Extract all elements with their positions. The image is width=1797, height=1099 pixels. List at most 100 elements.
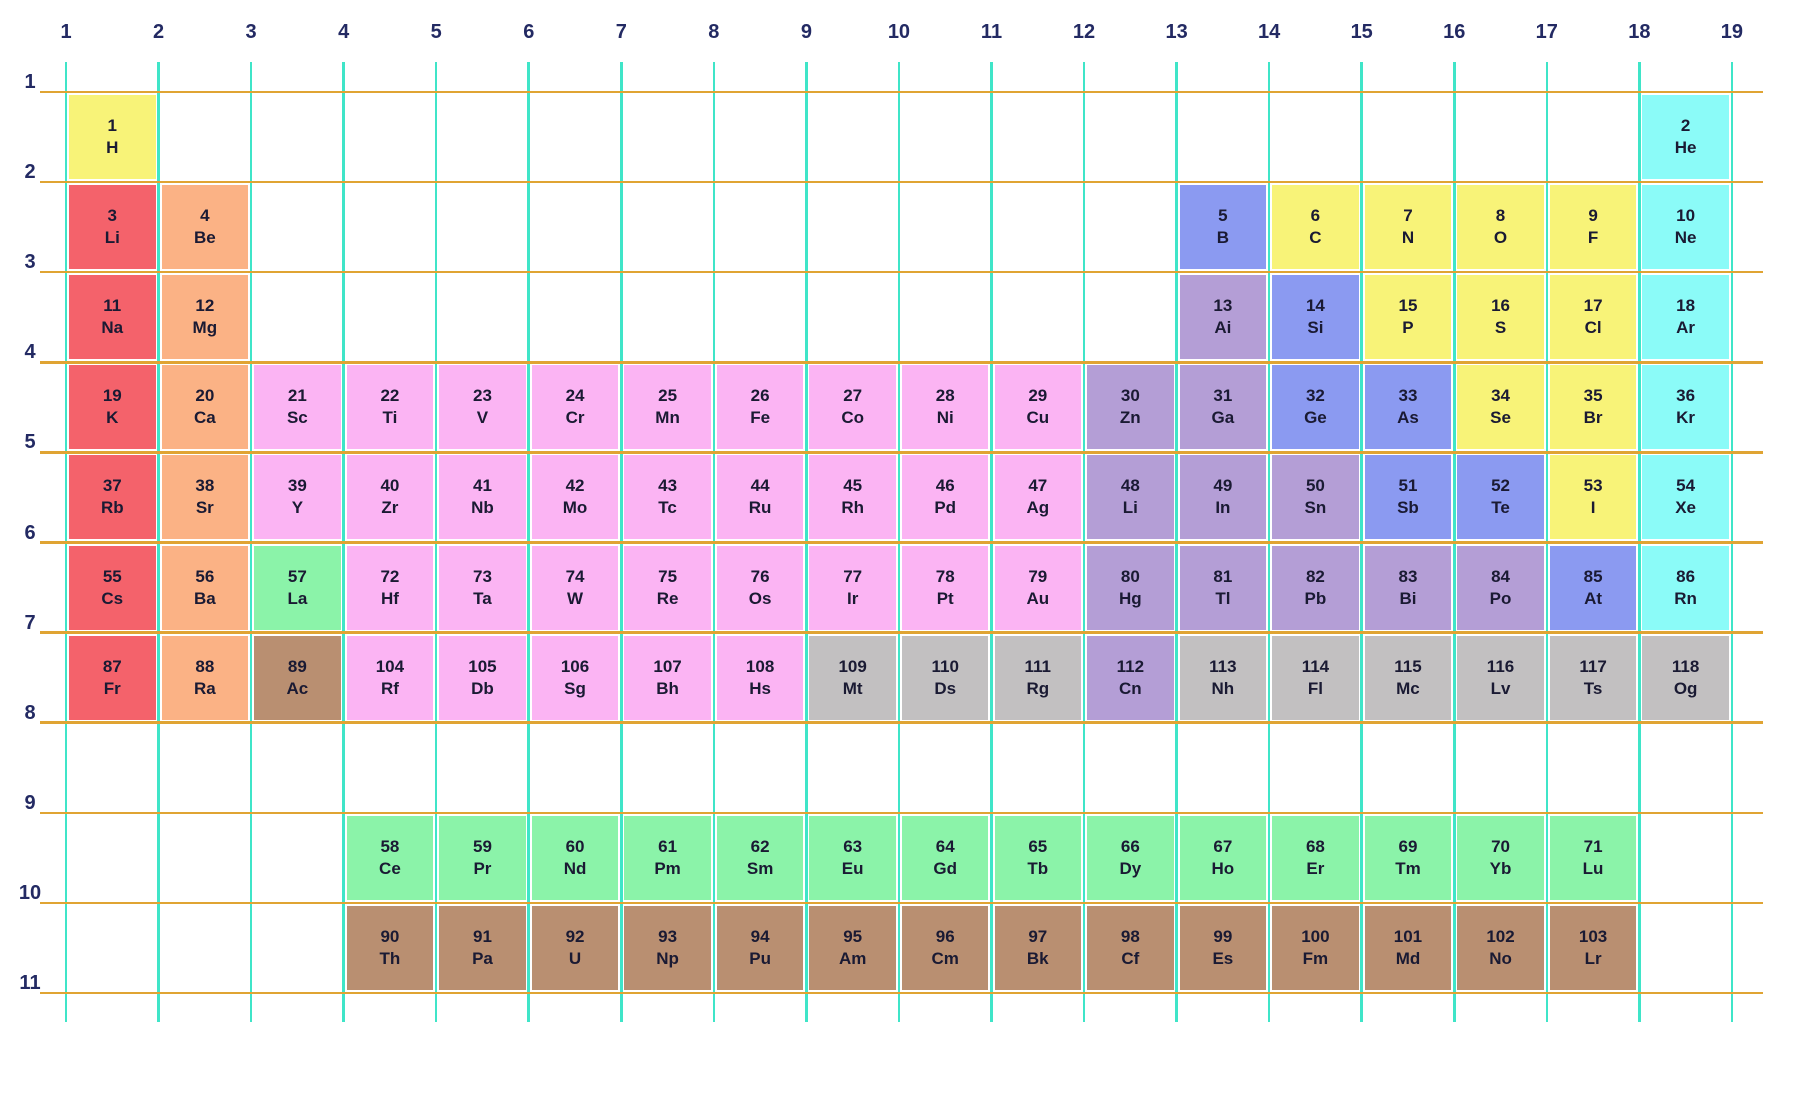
grid-hline	[40, 811, 1763, 815]
element-symbol: Ts	[1583, 678, 1603, 698]
element-cell-19: 19 K	[69, 365, 156, 450]
element-cell-100: 100 Fm	[1272, 905, 1359, 990]
row-label: 6	[24, 521, 36, 544]
element-cell-13: 13 Ai	[1179, 275, 1267, 360]
row-label: 10	[18, 881, 42, 904]
element-cell-40: 40 Zr	[346, 455, 434, 540]
element-cell-92: 92 U	[531, 905, 619, 990]
element-number: 8	[1495, 206, 1506, 226]
element-symbol: Sb	[1397, 498, 1419, 518]
element-cell-56: 56 Ba	[161, 545, 249, 630]
element-cell-11: 11 Na	[69, 275, 156, 360]
element-number: 111	[1024, 656, 1052, 676]
element-number: 42	[565, 476, 585, 496]
element-symbol: Te	[1491, 498, 1510, 518]
element-number: 101	[1393, 926, 1423, 946]
element-number: 98	[1120, 926, 1140, 946]
column-label: 14	[1258, 21, 1281, 43]
element-symbol: Cu	[1026, 408, 1050, 428]
element-number: 75	[658, 566, 678, 586]
element-symbol: In	[1215, 498, 1231, 518]
element-symbol: Ce	[379, 858, 401, 878]
element-cell-33: 33 As	[1364, 365, 1452, 450]
element-number: 17	[1583, 296, 1603, 316]
element-symbol: Ds	[934, 678, 957, 698]
element-number: 90	[380, 926, 400, 946]
element-cell-21: 21 Sc	[254, 365, 341, 450]
element-symbol: U	[568, 948, 582, 968]
element-cell-26: 26 Fe	[716, 365, 804, 450]
element-cell-25: 25 Mn	[624, 365, 711, 450]
element-cell-31: 31 Ga	[1179, 365, 1267, 450]
element-symbol: Zn	[1119, 408, 1141, 428]
element-cell-105: 105 Db	[439, 635, 526, 720]
element-cell-23: 23 V	[439, 365, 526, 450]
element-symbol: Na	[101, 318, 124, 338]
element-symbol: Er	[1306, 858, 1325, 878]
element-symbol: W	[567, 588, 584, 608]
element-symbol: Pu	[749, 948, 771, 968]
element-number: 20	[195, 386, 215, 406]
grid-hline	[40, 901, 1763, 905]
element-number: 104	[375, 656, 405, 676]
column-label: 6	[523, 21, 535, 43]
element-number: 14	[1305, 296, 1325, 316]
element-cell-96: 96 Cm	[901, 905, 989, 990]
element-cell-68: 68 Er	[1272, 815, 1359, 900]
column-label: 13	[1165, 21, 1188, 43]
element-number: 89	[287, 656, 307, 676]
element-symbol: Mg	[192, 318, 218, 338]
element-number: 107	[653, 656, 682, 676]
element-symbol: Re	[656, 588, 679, 608]
element-number: 47	[1028, 476, 1048, 496]
element-symbol: No	[1489, 948, 1512, 968]
element-cell-117: 117 Ts	[1549, 635, 1637, 720]
element-cell-54: 54 Xe	[1642, 455, 1729, 540]
element-cell-73: 73 Ta	[439, 545, 526, 630]
element-number: 34	[1491, 386, 1510, 406]
element-cell-81: 81 Tl	[1179, 545, 1267, 630]
element-number: 87	[102, 656, 122, 676]
element-number: 65	[1028, 836, 1048, 856]
element-cell-78: 78 Pt	[901, 545, 989, 630]
row-label: 7	[24, 611, 36, 634]
element-number: 54	[1676, 476, 1696, 496]
element-symbol: Y	[291, 498, 304, 518]
element-symbol: Mc	[1396, 678, 1420, 698]
element-number: 114	[1301, 656, 1330, 676]
element-cell-80: 80 Hg	[1087, 545, 1174, 630]
element-number: 26	[750, 386, 770, 406]
element-number: 115	[1394, 656, 1422, 676]
element-cell-110: 110 Ds	[901, 635, 989, 720]
element-number: 63	[843, 836, 863, 856]
element-cell-39: 39 Y	[254, 455, 341, 540]
element-number: 53	[1583, 476, 1603, 496]
element-symbol: Rb	[100, 498, 124, 518]
element-cell-20: 20 Ca	[161, 365, 249, 450]
element-symbol: P	[1402, 318, 1414, 338]
element-number: 97	[1028, 926, 1048, 946]
element-number: 55	[102, 566, 122, 586]
element-symbol: Th	[379, 948, 401, 968]
element-number: 46	[935, 476, 955, 496]
element-number: 64	[935, 836, 955, 856]
element-cell-66: 66 Dy	[1087, 815, 1174, 900]
element-number: 2	[1680, 116, 1691, 136]
element-symbol: I	[1590, 498, 1596, 518]
element-symbol: V	[476, 408, 489, 428]
element-number: 112	[1116, 656, 1145, 676]
element-symbol: As	[1397, 408, 1419, 428]
element-cell-99: 99 Es	[1179, 905, 1267, 990]
element-number: 9	[1588, 206, 1598, 226]
element-cell-109: 109 Mt	[809, 635, 896, 720]
element-number: 7	[1403, 206, 1413, 226]
element-symbol: H	[106, 138, 119, 158]
element-cell-74: 74 W	[531, 545, 619, 630]
element-cell-101: 101 Md	[1364, 905, 1452, 990]
element-number: 117	[1579, 656, 1607, 676]
element-cell-67: 67 Ho	[1179, 815, 1267, 900]
element-symbol: Pr	[473, 858, 492, 878]
element-symbol: Nh	[1211, 678, 1235, 698]
element-number: 66	[1120, 836, 1140, 856]
